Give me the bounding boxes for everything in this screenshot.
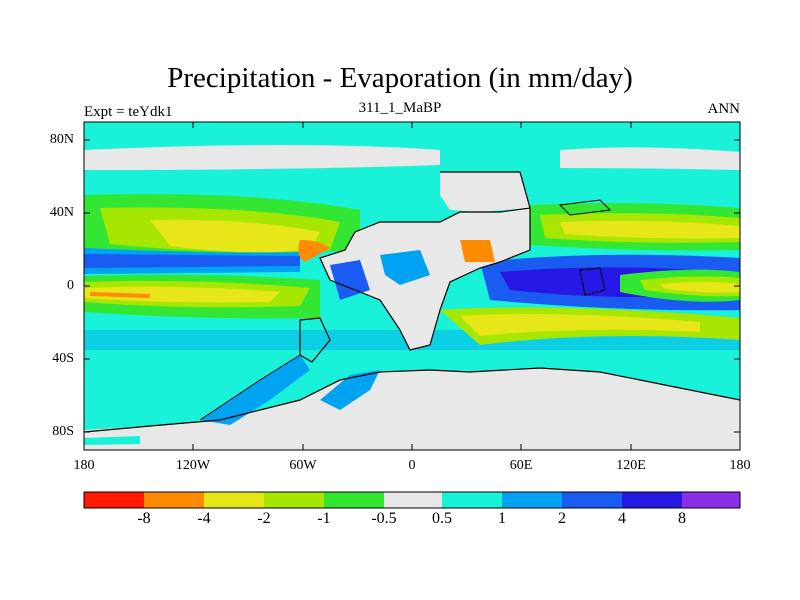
lat-label-40s: 40S [52, 351, 74, 366]
colorbar-label: 4 [618, 510, 626, 527]
colorbar [83, 491, 741, 509]
colorbar-swatch [682, 492, 740, 508]
period-label: 311_1_MaBP [358, 100, 442, 116]
lon-label-180e: 180 [729, 458, 751, 473]
colorbar-label: 1 [498, 510, 506, 527]
colorbar-swatch [144, 492, 204, 508]
colorbar-swatch [84, 492, 144, 508]
map-title: Precipitation - Evaporation (in mm/day) [167, 62, 633, 94]
lon-label-120e: 120E [616, 458, 646, 473]
colorbar-label: -1 [317, 510, 331, 527]
colorbar-swatch [562, 492, 622, 508]
lon-label-60w: 60W [289, 458, 317, 473]
season-label: ANN [707, 101, 741, 117]
colorbar-label: -0.5 [371, 510, 397, 527]
lat-label-80s: 80S [52, 424, 74, 439]
axis-ticks [83, 122, 741, 450]
colorbar-swatch [264, 492, 324, 508]
colorbar-label: -4 [197, 510, 211, 527]
colorbar-swatch [442, 492, 502, 508]
lat-label-80n: 80N [49, 132, 74, 147]
colorbar-label: -8 [137, 510, 151, 527]
lat-label-40n: 40N [49, 205, 74, 220]
map-field [83, 122, 741, 450]
colorbar-label: 8 [678, 510, 686, 527]
colorbar-label: 2 [558, 510, 566, 527]
experiment-label: Expt = teYdk1 [84, 104, 173, 120]
colorbar-swatch [502, 492, 562, 508]
colorbar-label: 0.5 [432, 510, 452, 527]
lon-label-60e: 60E [509, 458, 533, 473]
lat-label-eq: 0 [67, 278, 74, 293]
lon-label-180w: 180 [73, 458, 95, 473]
colorbar-label: -2 [257, 510, 271, 527]
colorbar-swatch [384, 492, 442, 508]
colorbar-swatch [204, 492, 264, 508]
lon-label-120w: 120W [175, 458, 211, 473]
colorbar-swatch [622, 492, 682, 508]
colorbar-swatch [324, 492, 384, 508]
lon-label-0: 0 [408, 458, 416, 473]
